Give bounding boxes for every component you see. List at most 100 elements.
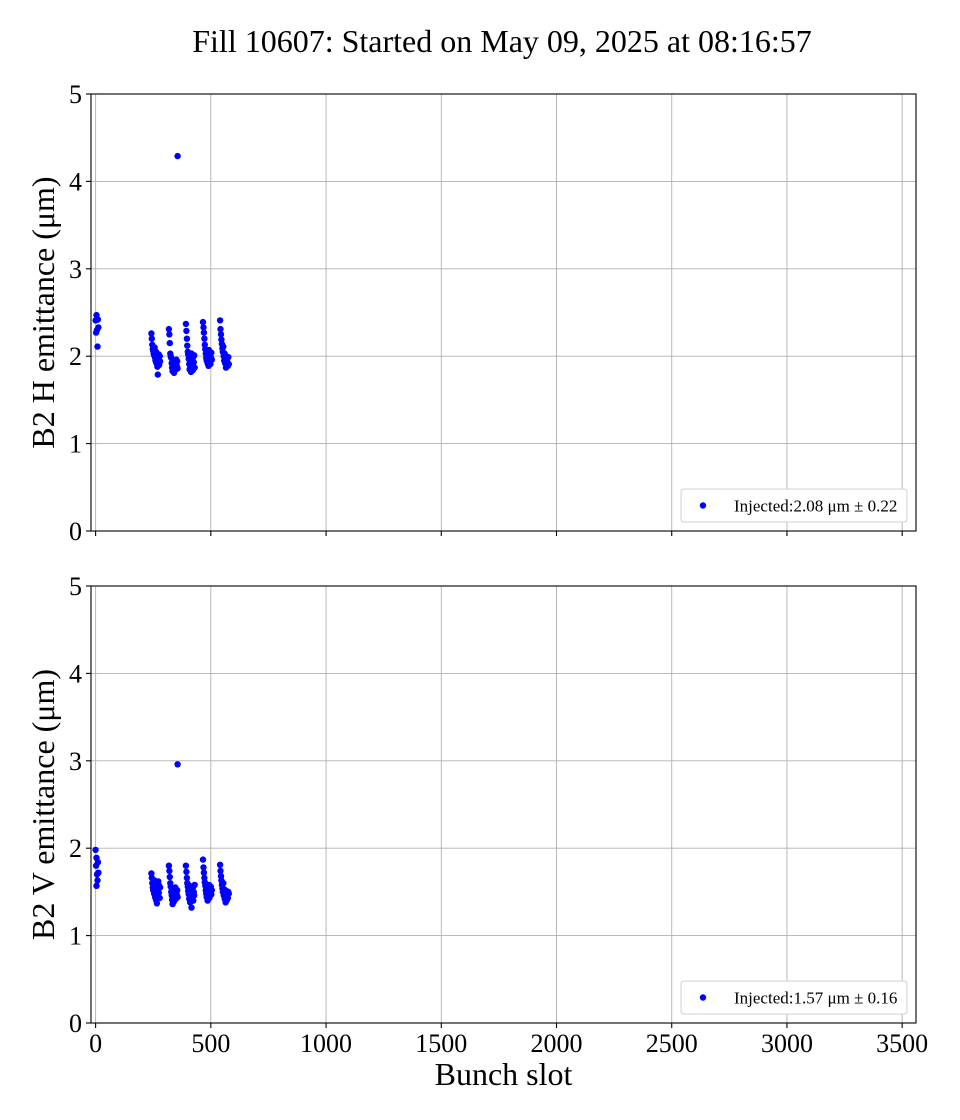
data-point — [216, 317, 224, 324]
y-tick-label: 4 — [69, 659, 82, 688]
y-tick-label: 2 — [69, 834, 82, 863]
data-point — [154, 371, 161, 378]
data-point — [200, 324, 207, 331]
data-point — [174, 887, 181, 894]
data-point — [208, 887, 215, 894]
data-point — [166, 873, 173, 881]
data-point — [191, 881, 198, 889]
data-point — [225, 353, 232, 361]
data-point — [92, 846, 99, 854]
data-point — [148, 335, 155, 342]
data-point — [217, 867, 224, 875]
legend-label: Injected:1.57 μm ± 0.16 — [734, 989, 897, 1008]
data-point — [199, 318, 207, 326]
y-tick-label: 4 — [69, 167, 82, 196]
data-point — [165, 862, 173, 869]
data-point — [94, 343, 101, 350]
y-tick-label: 3 — [69, 747, 82, 776]
data-point — [182, 862, 190, 869]
data-point — [183, 868, 190, 875]
legend-label: Injected:2.08 μm ± 0.22 — [734, 497, 897, 516]
data-point — [166, 867, 173, 875]
data-point — [190, 897, 197, 904]
panel-2: 0 500 1000 1500 2000 2500 3000 3500 0 1 2 3 4 5 B2 V e… — [25, 572, 928, 1092]
y-tick-label: 1 — [69, 430, 82, 459]
data-point — [156, 353, 163, 360]
data-point — [217, 325, 224, 333]
data-point — [191, 364, 198, 371]
data-point — [217, 331, 225, 338]
data-point — [174, 358, 181, 365]
x-tick-label: 500 — [191, 1029, 230, 1058]
data-point — [148, 330, 155, 337]
series-1 — [92, 761, 232, 911]
x-tick-label: 3500 — [876, 1029, 928, 1058]
data-point — [220, 880, 227, 887]
data-point — [183, 335, 191, 342]
x-tick-label: 3000 — [761, 1029, 813, 1058]
y-tick-label: 3 — [69, 255, 82, 284]
y-tick-label: 5 — [69, 572, 82, 601]
x-tick-label: 2000 — [531, 1029, 583, 1058]
x-tick-label: 0 — [89, 1029, 102, 1058]
data-point — [155, 889, 162, 896]
legend: Injected:1.57 μm ± 0.16 — [680, 980, 908, 1015]
data-point — [200, 864, 207, 871]
data-point — [94, 316, 102, 323]
data-point — [94, 877, 101, 884]
chart-title: Fill 10607: Started on May 09, 2025 at 0… — [192, 23, 812, 59]
data-point — [95, 869, 102, 876]
data-point — [174, 152, 181, 160]
data-point — [156, 884, 164, 891]
legend-marker — [699, 502, 707, 509]
data-point — [188, 904, 195, 911]
data-point — [165, 325, 173, 333]
x-tick-label: 2500 — [646, 1029, 698, 1058]
x-tick-label: 1000 — [300, 1029, 352, 1058]
data-point — [200, 329, 208, 336]
data-point — [191, 352, 198, 359]
y-tick-label: 2 — [69, 342, 82, 371]
x-axis-label: Bunch slot — [435, 1056, 573, 1092]
data-point — [94, 859, 102, 866]
legend-marker — [699, 994, 707, 1001]
data-point — [208, 349, 215, 356]
data-point — [216, 861, 224, 868]
data-point — [225, 890, 232, 897]
data-point — [174, 761, 181, 768]
y-tick-label: 1 — [69, 922, 82, 951]
x-tick-label: 1500 — [415, 1029, 467, 1058]
data-point — [182, 320, 190, 328]
legend-box — [680, 980, 908, 1015]
data-point — [184, 342, 191, 349]
data-point — [174, 893, 181, 901]
data-point — [153, 900, 161, 907]
data-point — [208, 356, 215, 363]
data-point — [166, 339, 173, 347]
data-point — [225, 360, 232, 368]
data-point — [166, 331, 173, 338]
data-point — [174, 365, 181, 372]
data-point — [201, 335, 208, 342]
y-tick-label: 0 — [69, 1009, 82, 1038]
data-point — [190, 359, 197, 366]
data-point — [156, 358, 164, 365]
data-point — [183, 874, 191, 882]
axes-frame — [90, 93, 917, 532]
axes-frame — [90, 585, 917, 1024]
data-point — [156, 894, 163, 902]
y-axis-label: B2 H emittance (μm) — [25, 176, 61, 448]
legend-box — [680, 488, 908, 523]
data-point — [95, 324, 102, 331]
plots: 0 1 2 3 4 5 B2 H emittance (μm) Injected:2.08 μ… — [25, 80, 928, 1092]
series-1 — [92, 152, 232, 378]
y-tick-label: 0 — [69, 517, 82, 546]
y-axis-label: B2 V emittance (μm) — [25, 669, 61, 940]
data-point — [200, 869, 208, 876]
data-point — [220, 343, 227, 350]
data-point — [93, 882, 100, 889]
y-tick-label: 5 — [69, 80, 82, 109]
legend: Injected:2.08 μm ± 0.22 — [680, 488, 908, 523]
data-point — [191, 892, 198, 899]
